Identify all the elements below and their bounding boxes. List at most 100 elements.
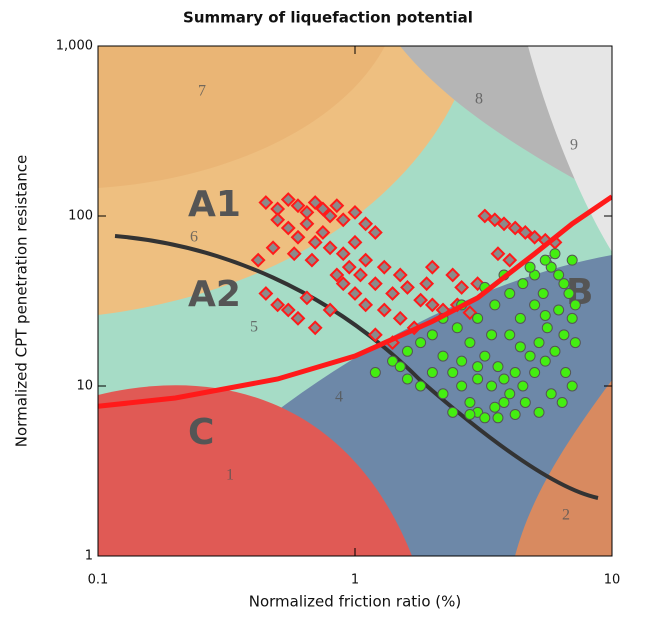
circle-point <box>509 408 521 420</box>
diamond-point <box>299 290 315 306</box>
x-axis-label: Normalized friction ratio (%) <box>249 593 462 611</box>
circle-point <box>560 367 572 379</box>
diamond-point <box>385 286 400 301</box>
x-tick-label: 10 <box>604 573 621 588</box>
circle-point <box>447 406 459 418</box>
diamond-point <box>335 246 351 262</box>
diamond-point <box>376 259 392 275</box>
diamond-point <box>258 195 274 210</box>
y-tick-label: 1 <box>85 549 93 564</box>
circle-point <box>519 396 531 408</box>
circle-point <box>464 337 476 349</box>
circle-point <box>537 288 549 300</box>
zone-label: 7 <box>198 83 206 100</box>
circle-point <box>514 312 526 324</box>
circle-point <box>472 312 484 324</box>
circle-point <box>533 337 545 349</box>
diamond-point <box>299 216 315 232</box>
diamond-point <box>347 204 363 220</box>
diamond-point <box>392 267 408 283</box>
circle-point <box>479 350 491 362</box>
diamond-point <box>445 267 461 283</box>
circle-point <box>472 361 484 373</box>
circle-point <box>486 380 498 392</box>
diamond-point <box>392 310 408 326</box>
diamond-point <box>286 246 302 262</box>
diamond-point <box>304 252 320 268</box>
circle-point <box>529 299 541 311</box>
circle-point <box>464 396 476 408</box>
diamond-point <box>358 216 374 232</box>
circle-point <box>545 388 557 400</box>
circle-point <box>369 367 381 379</box>
circle-point <box>451 322 463 334</box>
diamond-point <box>307 234 323 250</box>
circle-point <box>549 345 561 357</box>
zone-label: 2 <box>562 507 570 524</box>
diamond-point <box>329 198 345 214</box>
circle-point <box>492 412 504 424</box>
diamond-point <box>341 259 357 275</box>
zone-label: 4 <box>335 389 343 406</box>
circle-point <box>426 329 438 341</box>
zone-label: 8 <box>475 91 483 108</box>
circle-point <box>549 248 561 260</box>
diamond-point <box>490 246 506 262</box>
diamond-point <box>413 292 429 308</box>
zone-label: 9 <box>570 137 578 154</box>
diamond-point <box>477 208 493 224</box>
circle-point <box>472 373 484 385</box>
zone-label: A2 <box>188 274 241 315</box>
y-tick-label: 10 <box>76 379 93 394</box>
diamond-point <box>335 276 351 292</box>
diamond-point <box>280 192 296 207</box>
diamond-point <box>280 220 296 236</box>
diamond-point <box>265 240 281 256</box>
circle-point <box>489 299 501 311</box>
diamond-point <box>376 302 392 318</box>
diamond-point <box>400 280 415 295</box>
circle-point <box>504 288 516 300</box>
x-tick-label: 0.1 <box>88 573 109 588</box>
circle-point <box>563 288 575 300</box>
diamond-point <box>270 297 286 313</box>
zone-label: 6 <box>190 229 198 246</box>
zone-label: A1 <box>188 184 241 225</box>
circle-point <box>558 329 570 341</box>
circle-point <box>415 337 427 349</box>
circle-point <box>486 329 498 341</box>
diamond-point <box>307 195 323 210</box>
circle-point <box>533 406 545 418</box>
chart-title: Summary of liquefaction potential <box>183 9 473 27</box>
diamond-point <box>290 229 306 245</box>
diamond-point <box>270 212 286 228</box>
circle-point <box>401 373 413 385</box>
diamond-point <box>335 212 351 228</box>
circle-point <box>539 254 551 266</box>
circle-point <box>504 388 516 400</box>
diamond-point <box>307 320 323 336</box>
circle-point <box>539 309 551 321</box>
circle-point <box>394 361 406 373</box>
diamond-point <box>280 302 296 318</box>
circle-point <box>387 355 399 367</box>
circle-point <box>447 367 459 379</box>
diamond-point <box>322 302 338 318</box>
circle-point <box>529 367 541 379</box>
circle-point <box>517 278 529 290</box>
circle-point <box>456 380 468 392</box>
diamond-point <box>424 297 440 313</box>
circle-point <box>524 350 536 362</box>
circle-point <box>558 278 570 290</box>
circle-point <box>498 396 510 408</box>
diamond-point <box>502 252 518 268</box>
circle-point <box>437 350 449 362</box>
circle-point <box>426 367 438 379</box>
circle-point <box>492 361 504 373</box>
zone-label: 1 <box>226 467 234 484</box>
circle-point <box>456 355 468 367</box>
circle-point <box>504 329 516 341</box>
circle-point <box>498 373 510 385</box>
circle-point <box>437 388 449 400</box>
